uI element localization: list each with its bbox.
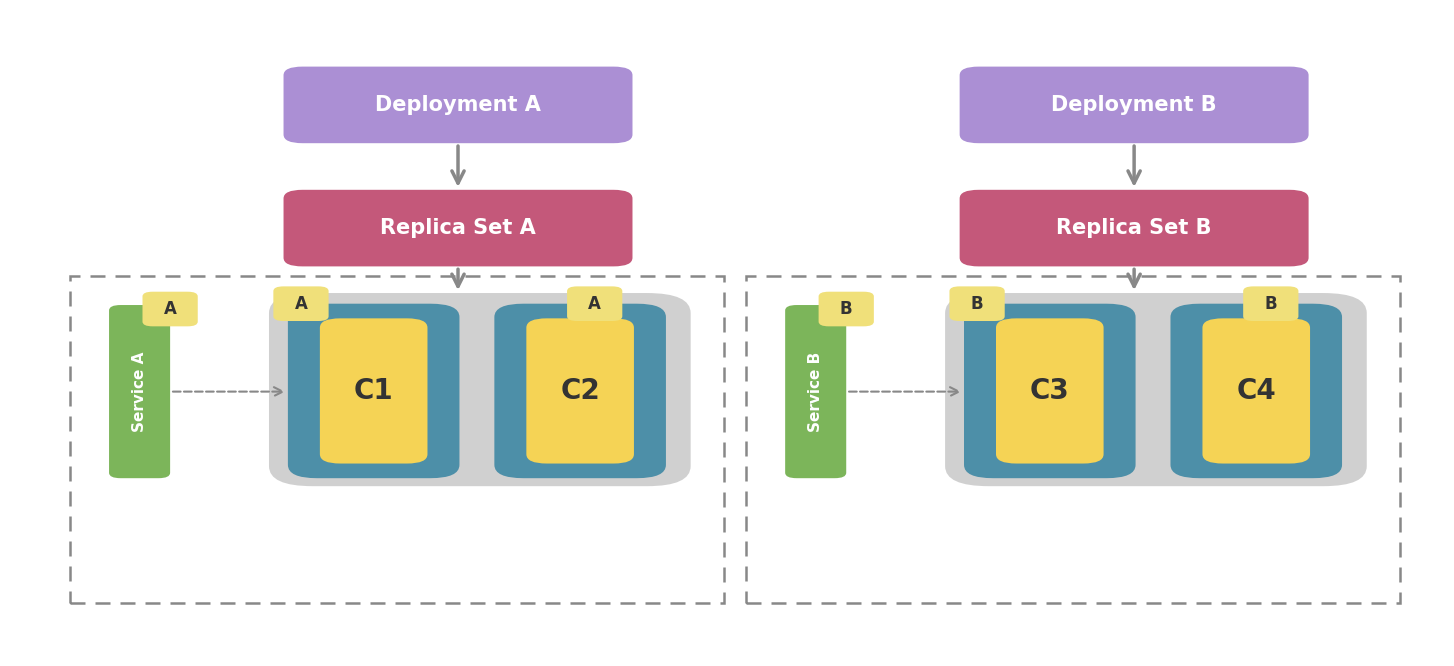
FancyBboxPatch shape bbox=[1202, 318, 1310, 464]
FancyBboxPatch shape bbox=[109, 305, 170, 478]
Text: A: A bbox=[295, 294, 307, 313]
FancyBboxPatch shape bbox=[819, 292, 874, 326]
FancyBboxPatch shape bbox=[960, 190, 1309, 266]
Text: B: B bbox=[840, 300, 852, 318]
Text: B: B bbox=[1265, 294, 1277, 313]
FancyBboxPatch shape bbox=[960, 67, 1309, 143]
FancyBboxPatch shape bbox=[567, 286, 622, 321]
Text: C3: C3 bbox=[1029, 377, 1070, 405]
FancyBboxPatch shape bbox=[1170, 304, 1342, 478]
FancyBboxPatch shape bbox=[288, 304, 459, 478]
Text: C2: C2 bbox=[560, 377, 601, 405]
FancyBboxPatch shape bbox=[996, 318, 1104, 464]
FancyBboxPatch shape bbox=[1243, 286, 1298, 321]
Text: Replica Set B: Replica Set B bbox=[1057, 218, 1211, 238]
Text: B: B bbox=[971, 294, 983, 313]
Bar bbox=[70, 276, 724, 603]
FancyBboxPatch shape bbox=[273, 286, 329, 321]
Text: Replica Set A: Replica Set A bbox=[379, 218, 537, 238]
Text: A: A bbox=[589, 294, 601, 313]
FancyBboxPatch shape bbox=[284, 67, 632, 143]
FancyBboxPatch shape bbox=[494, 304, 666, 478]
Text: C1: C1 bbox=[353, 377, 394, 405]
FancyBboxPatch shape bbox=[526, 318, 634, 464]
FancyBboxPatch shape bbox=[964, 304, 1136, 478]
Bar bbox=[746, 276, 1400, 603]
FancyBboxPatch shape bbox=[284, 190, 632, 266]
FancyBboxPatch shape bbox=[142, 292, 198, 326]
Text: Service A: Service A bbox=[132, 352, 147, 432]
FancyBboxPatch shape bbox=[785, 305, 846, 478]
Text: Service B: Service B bbox=[808, 352, 823, 432]
Text: C4: C4 bbox=[1236, 377, 1277, 405]
Text: Deployment B: Deployment B bbox=[1051, 95, 1217, 115]
FancyBboxPatch shape bbox=[269, 293, 691, 486]
Text: A: A bbox=[164, 300, 176, 318]
FancyBboxPatch shape bbox=[320, 318, 427, 464]
FancyBboxPatch shape bbox=[945, 293, 1367, 486]
Text: Deployment A: Deployment A bbox=[375, 95, 541, 115]
FancyBboxPatch shape bbox=[949, 286, 1005, 321]
